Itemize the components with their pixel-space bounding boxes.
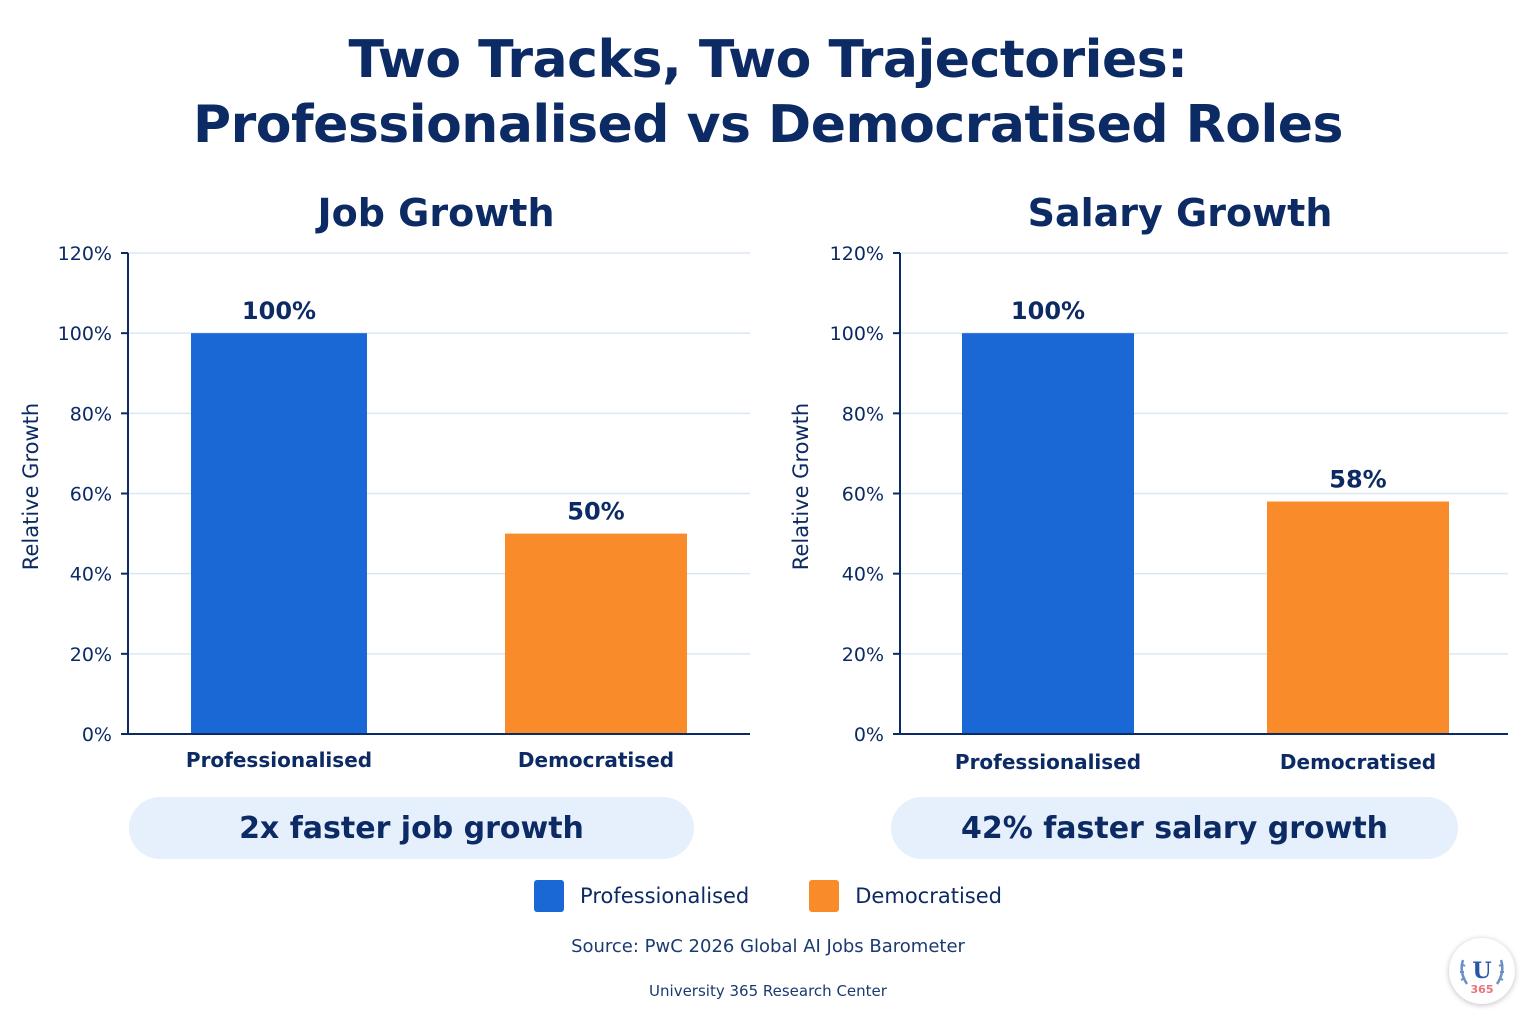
salary-chart-title: Salary Growth bbox=[1028, 191, 1333, 235]
page-title-line-2: Professionalised vs Democratised Roles bbox=[192, 95, 1344, 155]
salary-y-tick-label: 0% bbox=[854, 724, 884, 746]
salary-category-label-democratised: Democratised bbox=[1280, 750, 1436, 774]
salary-data-label-democratised: 58% bbox=[1329, 466, 1386, 494]
page-title-line-1: Two Tracks, Two Trajectories: bbox=[348, 30, 1188, 90]
job-bar-democratised bbox=[505, 533, 687, 734]
svg-text:U: U bbox=[1472, 958, 1491, 984]
salary-y-tick-label: 120% bbox=[830, 243, 884, 265]
job-data-label-democratised: 50% bbox=[567, 498, 624, 526]
job-y-tick-label: 40% bbox=[70, 564, 112, 586]
job-y-axis-label: Relative Growth bbox=[19, 403, 43, 570]
salary-growth-callout: 42% faster salary growth bbox=[891, 797, 1458, 859]
salary-growth-chart: 100% Professionalised 58% Democratised 0% 20%… bbox=[789, 191, 1508, 774]
salary-y-tick-label: 40% bbox=[842, 564, 884, 586]
salary-y-tick-label: 80% bbox=[842, 403, 884, 425]
legend-swatch-professionalised bbox=[534, 880, 565, 912]
job-data-label-professionalised: 100% bbox=[242, 297, 316, 325]
source-note: Source: PwC 2026 Global AI Jobs Baromete… bbox=[571, 936, 965, 957]
salary-bar-professionalised bbox=[962, 333, 1134, 734]
salary-y-tick-label: 60% bbox=[842, 484, 884, 506]
job-chart-title: Job Growth bbox=[314, 191, 554, 235]
job-category-label-professionalised: Professionalised bbox=[186, 748, 372, 772]
university-365-logo-icon: U 365 bbox=[1449, 938, 1515, 1004]
salary-data-label-professionalised: 100% bbox=[1011, 297, 1085, 325]
credit-note: University 365 Research Center bbox=[649, 982, 887, 1000]
job-y-tick-label: 120% bbox=[58, 243, 112, 265]
chart-legend: Professionalised Democratised bbox=[0, 880, 1536, 912]
job-category-label-democratised: Democratised bbox=[518, 748, 674, 772]
job-y-tick-label: 60% bbox=[70, 484, 112, 506]
legend-label-professionalised: Professionalised bbox=[580, 884, 750, 908]
job-y-tick-label: 100% bbox=[58, 323, 112, 345]
legend-item-professionalised: Professionalised bbox=[534, 880, 749, 912]
salary-y-axis-label: Relative Growth bbox=[789, 403, 813, 570]
salary-bar-democratised bbox=[1267, 501, 1449, 734]
job-growth-chart: 100% Professionalised 50% Democratised 0% 20%… bbox=[19, 191, 750, 772]
job-bar-professionalised bbox=[191, 333, 367, 734]
salary-y-tick-label: 100% bbox=[830, 323, 884, 345]
svg-text:365: 365 bbox=[1471, 983, 1494, 996]
legend-label-democratised: Democratised bbox=[855, 884, 1002, 908]
legend-item-democratised: Democratised bbox=[809, 880, 1002, 912]
legend-swatch-democratised bbox=[809, 880, 840, 912]
job-y-tick-label: 0% bbox=[82, 724, 112, 746]
job-y-tick-label: 80% bbox=[70, 403, 112, 425]
salary-y-tick-label: 20% bbox=[842, 644, 884, 666]
salary-category-label-professionalised: Professionalised bbox=[955, 750, 1141, 774]
job-y-tick-label: 20% bbox=[70, 644, 112, 666]
job-growth-callout: 2x faster job growth bbox=[129, 797, 694, 859]
